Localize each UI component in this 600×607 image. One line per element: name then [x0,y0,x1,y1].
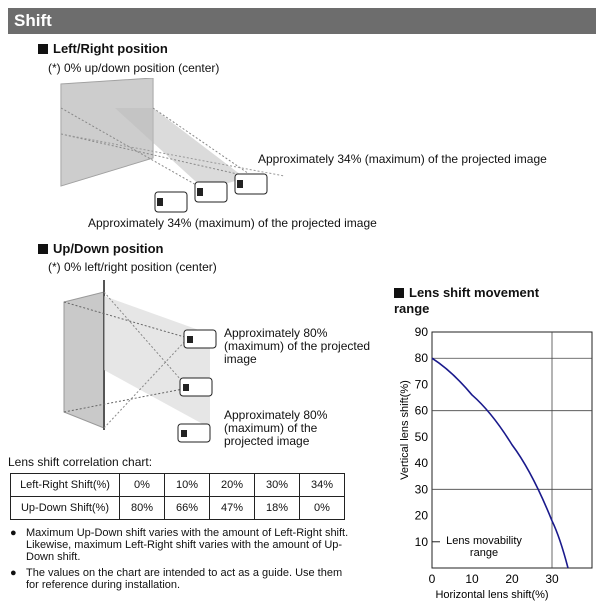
y-tick-label: 20 [415,509,429,523]
table-cell: 30% [254,473,300,497]
x-tick-label: 10 [465,572,479,586]
square-bullet-icon [38,244,48,254]
y-axis-label: Vertical lens shift(%) [399,380,411,480]
y-tick-label: 50 [415,430,429,444]
up-down-callout-top: Approximately 80% (maximum) of the proje… [224,326,371,366]
left-right-callout-top: Approximately 34% (maximum) of the proje… [258,152,547,166]
left-right-illustration [60,78,285,213]
left-right-callout-bottom: Approximately 34% (maximum) of the proje… [88,216,377,230]
table-cell: 20% [209,473,255,497]
table-cell: 66% [164,496,210,520]
x-axis-label: Horizontal lens shift(%) [435,589,548,601]
annotation-label: range [470,547,498,559]
y-tick-label: 30 [415,482,429,496]
table-cell: 80% [119,496,165,520]
y-tick-label: 10 [415,535,429,549]
lens-shift-chart: 10 20 30 40 50 60 70 80 90 0 10 20 30 Horizontal lens… [399,325,593,601]
y-tick-label: 90 [415,325,429,339]
y-tick-label: 40 [415,456,429,470]
section-title-bar: Shift [8,8,596,34]
square-bullet-icon [394,288,404,298]
note-item: ● The values on the chart are intended t… [10,567,343,591]
table-cell: 10% [164,473,210,497]
table-row-label: Up-Down Shift(%) [10,496,120,520]
table-row: Up-Down Shift(%) 80% 66% 47% 18% 0% [10,496,345,520]
up-down-note: (*) 0% left/right position (center) [48,260,217,274]
plot-frame [431,331,593,569]
note-item: ● Maximum Up-Down shift varies with the … [10,527,349,563]
section-title: Shift [14,11,52,30]
projector-icon [154,173,268,213]
chart-title: Lens shift movement range [394,285,540,316]
up-down-heading: Up/Down position [38,241,163,256]
correlation-table: Left-Right Shift(%) 0% 10% 20% 30% 34% U… [10,473,345,520]
annotation-label: Lens movability [446,535,522,547]
table-row: Left-Right Shift(%) 0% 10% 20% 30% 34% [10,473,345,497]
up-down-illustration [63,280,217,443]
square-bullet-icon [38,44,48,54]
y-tick-label: 70 [415,377,429,391]
bullet-icon: ● [10,527,17,539]
series-line [431,357,569,569]
x-tick-label: 20 [505,572,519,586]
y-tick-label: 60 [415,404,429,418]
table-row-label: Left-Right Shift(%) [10,473,120,497]
up-down-callout-bottom: Approximately 80% (maximum) of the proje… [224,408,328,448]
bullet-icon: ● [10,567,17,579]
y-tick-label: 80 [415,351,429,365]
table-cell: 0% [119,473,165,497]
left-right-heading: Left/Right position [38,41,168,56]
left-right-note: (*) 0% up/down position (center) [48,61,220,75]
table-cell: 0% [299,496,345,520]
table-cell: 34% [299,473,345,497]
table-cell: 18% [254,496,300,520]
x-tick-label: 30 [545,572,559,586]
table-cell: 47% [209,496,255,520]
correlation-caption: Lens shift correlation chart: [8,455,153,469]
x-tick-label: 0 [429,572,436,586]
